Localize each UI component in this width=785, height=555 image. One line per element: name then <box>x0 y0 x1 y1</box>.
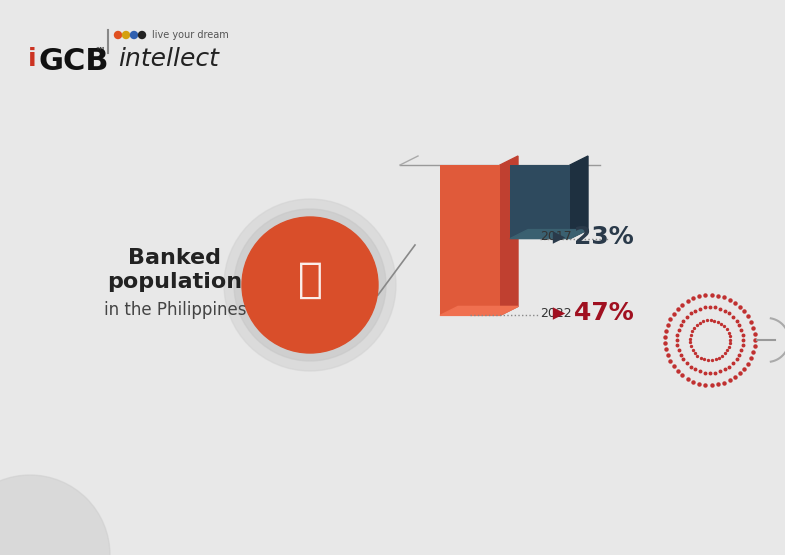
Polygon shape <box>570 156 588 239</box>
FancyBboxPatch shape <box>440 165 500 315</box>
Polygon shape <box>500 156 518 315</box>
Text: 🏛: 🏛 <box>298 259 323 301</box>
Text: live your dream: live your dream <box>152 30 228 40</box>
Circle shape <box>234 209 386 361</box>
Text: in the Philippines: in the Philippines <box>104 301 246 319</box>
FancyBboxPatch shape <box>510 165 570 239</box>
Text: ▸ 47%: ▸ 47% <box>544 301 633 325</box>
Circle shape <box>0 475 110 555</box>
Circle shape <box>224 199 396 371</box>
Circle shape <box>242 217 378 353</box>
Text: ™: ™ <box>94 47 105 57</box>
Text: ▸ 23%: ▸ 23% <box>544 225 633 249</box>
Text: i: i <box>28 47 37 71</box>
Polygon shape <box>440 306 518 315</box>
Circle shape <box>115 32 122 38</box>
Text: 2017: 2017 <box>540 230 571 243</box>
Text: 2022: 2022 <box>540 307 571 320</box>
Polygon shape <box>510 230 588 239</box>
Text: Banked
population: Banked population <box>108 248 243 292</box>
Text: GCB: GCB <box>38 47 108 76</box>
Circle shape <box>122 32 130 38</box>
Circle shape <box>130 32 137 38</box>
Circle shape <box>138 32 145 38</box>
Text: intellect: intellect <box>118 47 219 71</box>
